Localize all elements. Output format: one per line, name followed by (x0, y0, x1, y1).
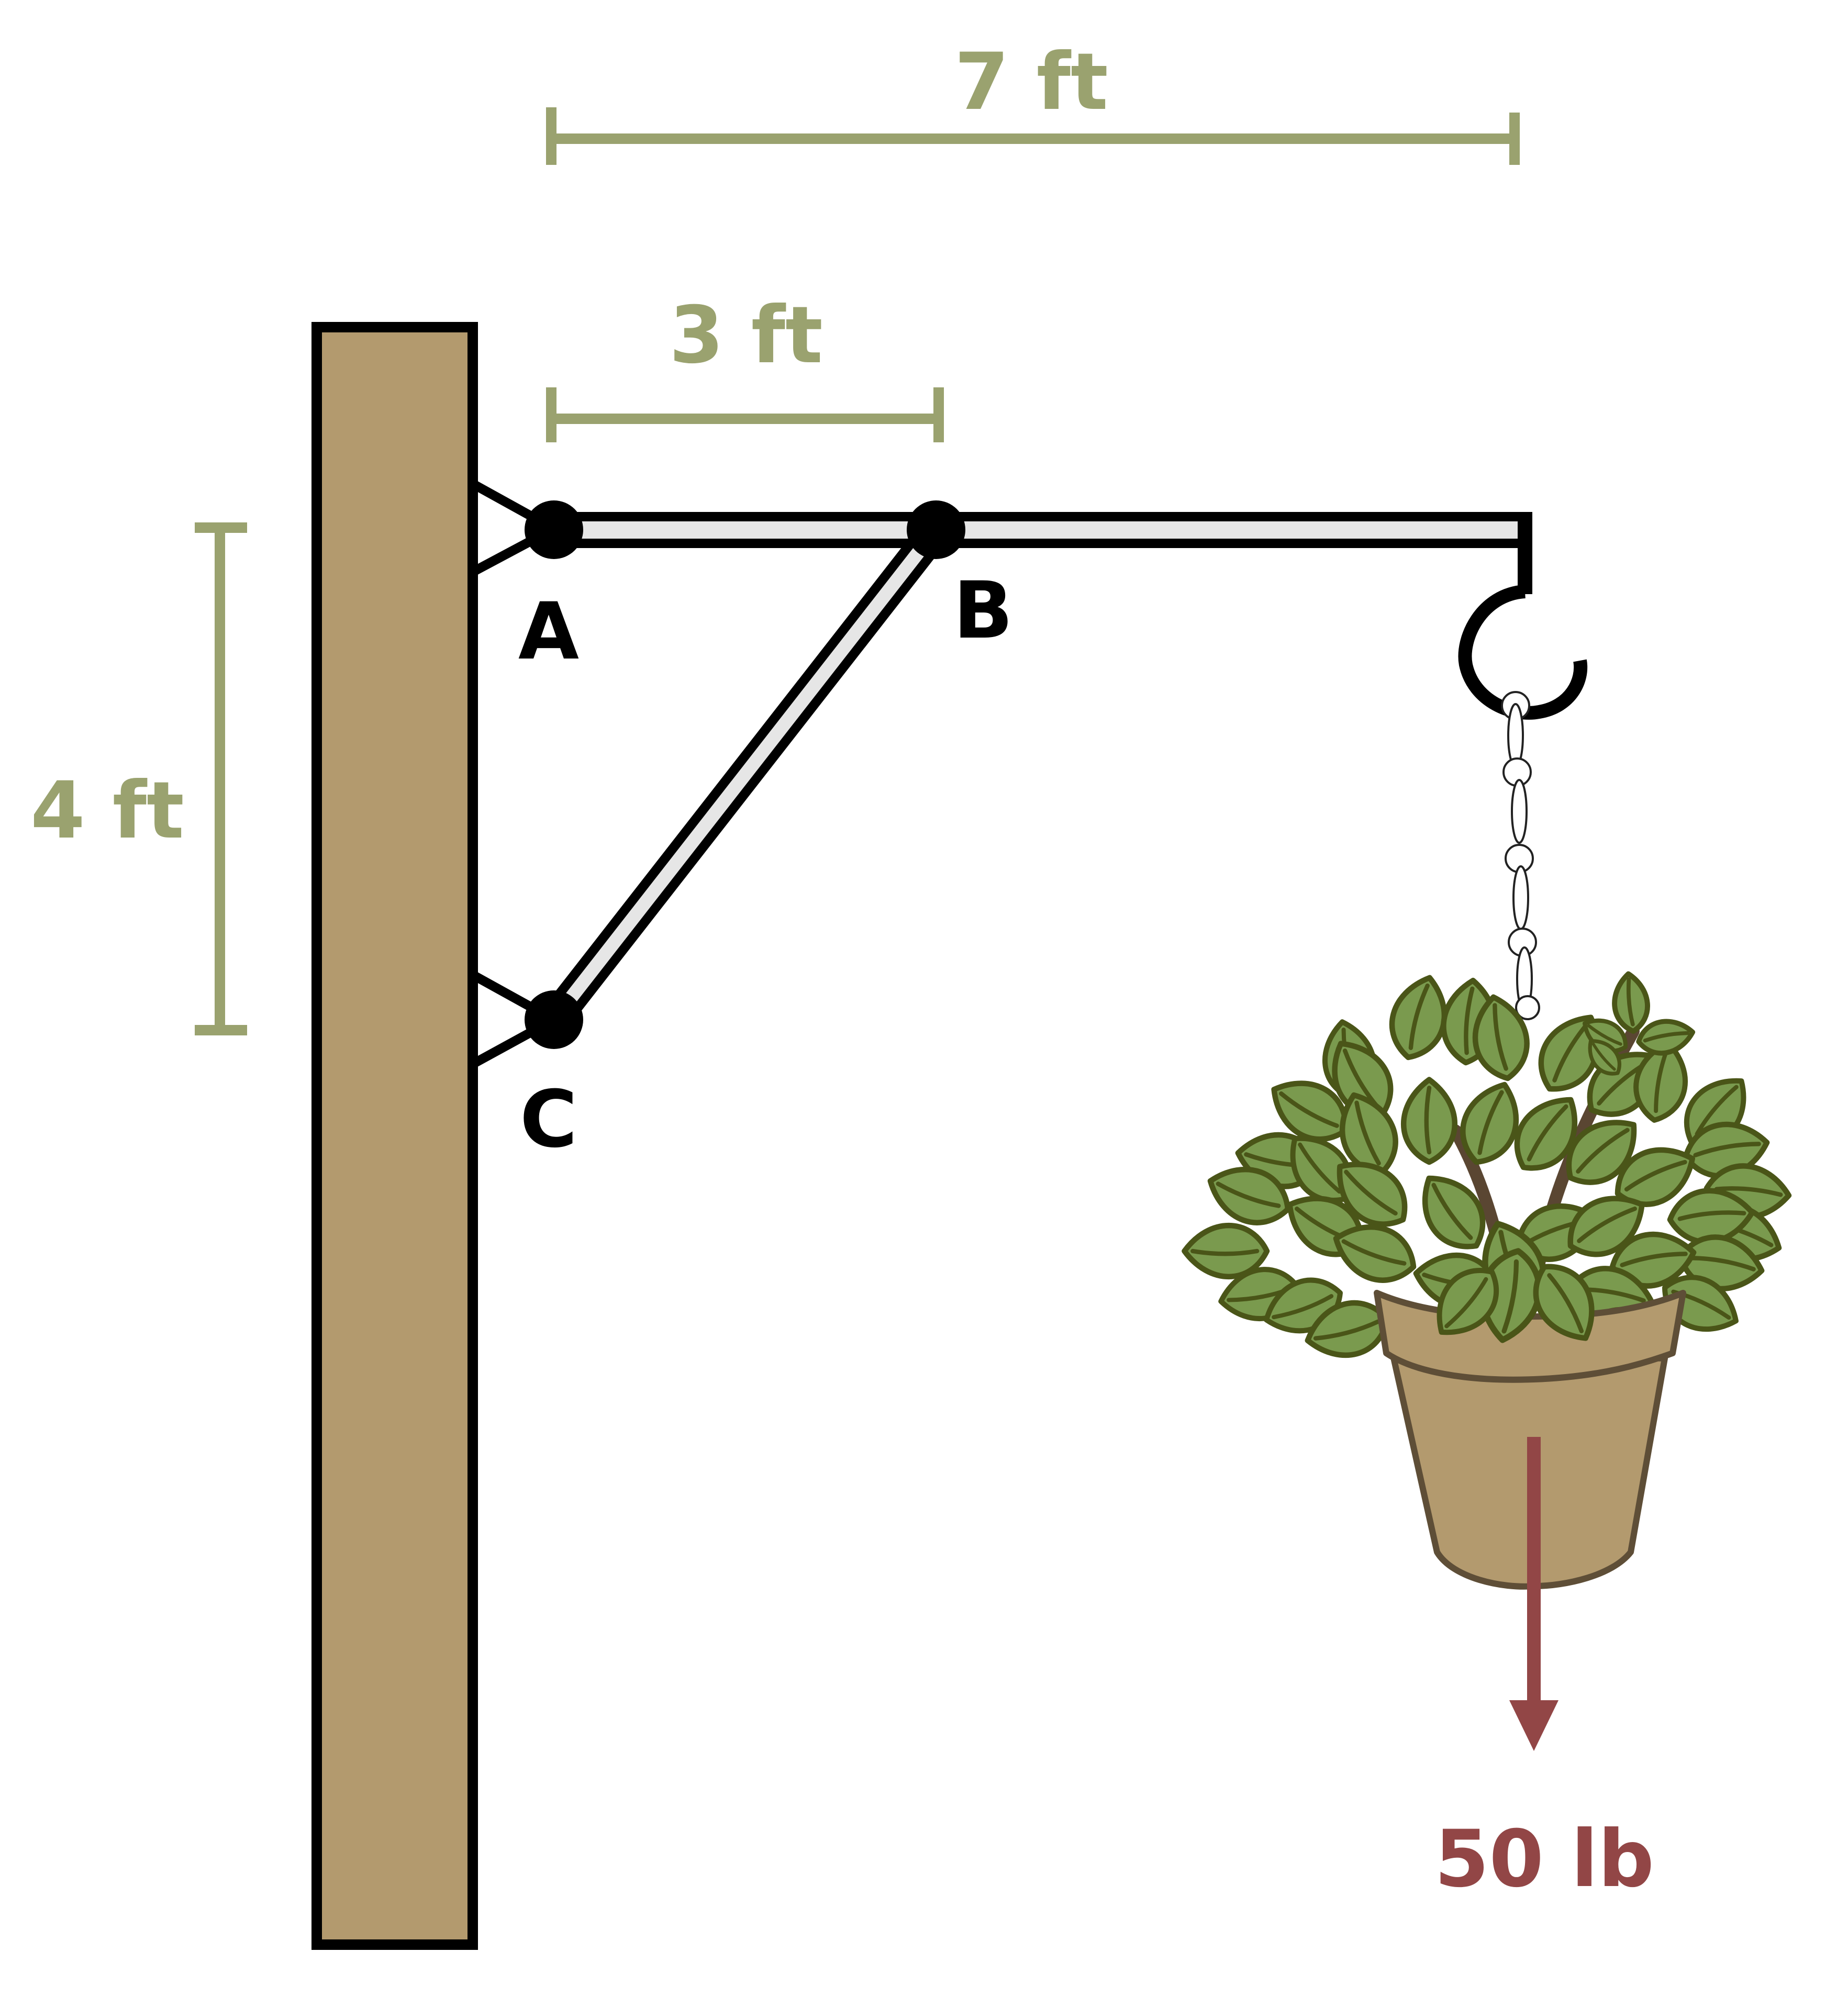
wooden-post (311, 322, 478, 1950)
joint-c (525, 990, 583, 1049)
point-label-a: A (518, 586, 579, 677)
horizontal-arm (549, 512, 1532, 548)
diagonal-strut (541, 519, 949, 1030)
dimension-7ft: 7 ft (546, 37, 1520, 165)
load-arrow (1509, 1437, 1558, 1751)
joint-a (525, 500, 583, 559)
dimension-label-3ft: 3 ft (669, 290, 823, 381)
hanging-plant (1185, 971, 1791, 1590)
load-label: 50 lb (1434, 1814, 1654, 1905)
point-label-c: C (520, 1074, 577, 1165)
dimension-label-7ft: 7 ft (954, 37, 1108, 128)
dimension-3ft: 3 ft (546, 290, 944, 442)
point-label-b: B (953, 565, 1013, 656)
hook-icon (1458, 514, 1588, 720)
dimension-label-4ft: 4 ft (30, 765, 184, 856)
dimension-4ft: 4 ft (30, 522, 247, 1035)
chain-icon (1501, 691, 1540, 1020)
joint-b (907, 500, 965, 559)
